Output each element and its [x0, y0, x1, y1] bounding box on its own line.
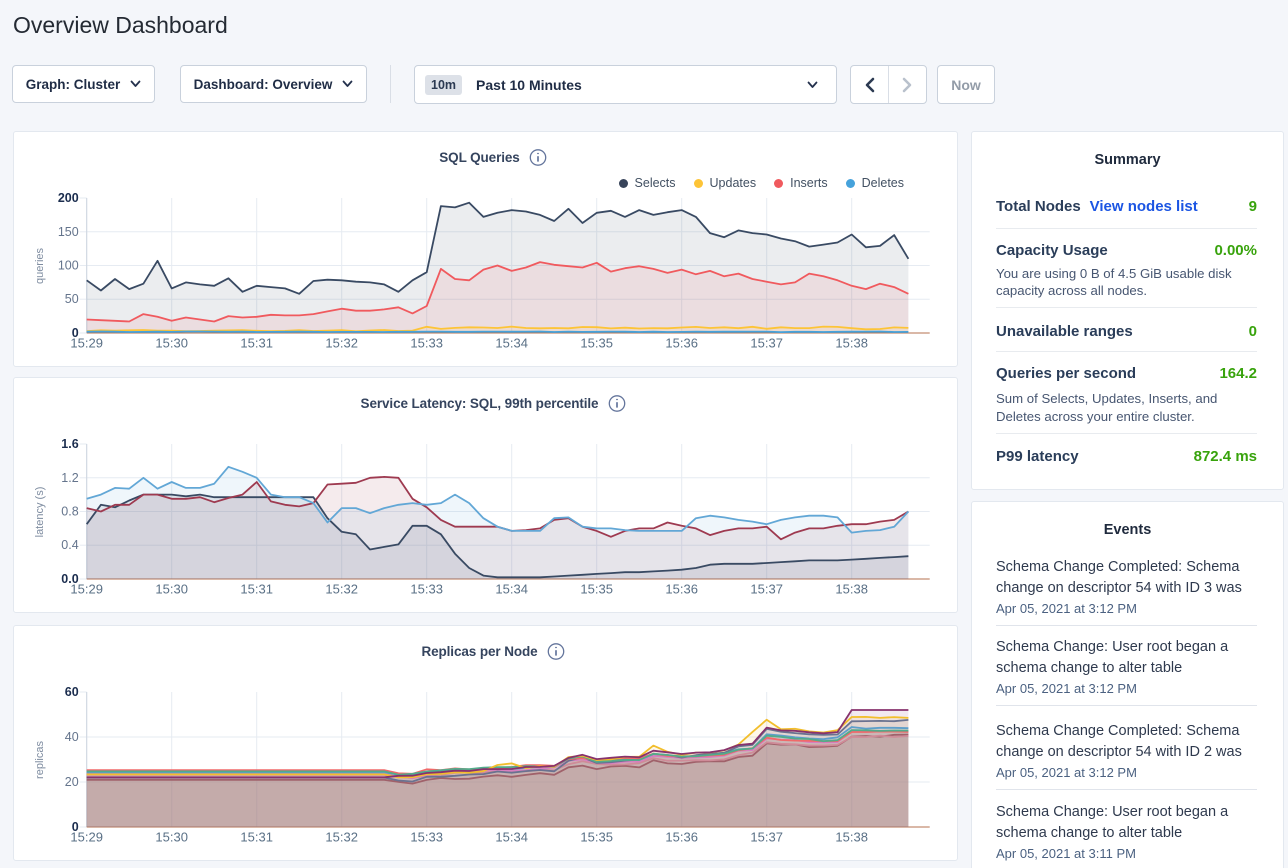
svg-text:15:35: 15:35	[580, 830, 613, 845]
svg-text:15:29: 15:29	[70, 582, 103, 597]
svg-text:0: 0	[72, 326, 79, 340]
svg-text:15:29: 15:29	[70, 830, 103, 845]
svg-text:replicas: replicas	[34, 741, 46, 779]
svg-text:15:36: 15:36	[665, 582, 698, 597]
svg-text:1.6: 1.6	[61, 437, 78, 451]
svg-text:15:35: 15:35	[580, 582, 613, 597]
svg-text:15:38: 15:38	[835, 582, 868, 597]
svg-text:0.8: 0.8	[61, 505, 78, 519]
svg-text:15:36: 15:36	[665, 830, 698, 845]
svg-text:15:30: 15:30	[155, 582, 188, 597]
svg-text:15:34: 15:34	[495, 582, 528, 597]
svg-text:1.2: 1.2	[61, 471, 78, 485]
svg-text:100: 100	[58, 259, 79, 273]
svg-text:15:36: 15:36	[665, 336, 698, 351]
svg-text:15:34: 15:34	[495, 830, 528, 845]
svg-text:15:30: 15:30	[155, 830, 188, 845]
svg-text:15:38: 15:38	[835, 830, 868, 845]
svg-text:15:30: 15:30	[155, 336, 188, 351]
svg-text:15:38: 15:38	[835, 336, 868, 351]
svg-text:200: 200	[58, 191, 79, 205]
svg-text:0.0: 0.0	[61, 572, 78, 586]
svg-text:15:34: 15:34	[495, 336, 528, 351]
svg-text:15:33: 15:33	[410, 336, 443, 351]
svg-text:15:29: 15:29	[70, 336, 103, 351]
svg-text:20: 20	[65, 775, 79, 789]
svg-text:15:32: 15:32	[325, 582, 358, 597]
svg-text:15:37: 15:37	[750, 582, 783, 597]
svg-text:15:35: 15:35	[580, 336, 613, 351]
svg-text:latency (s): latency (s)	[34, 487, 46, 538]
svg-text:15:33: 15:33	[410, 582, 443, 597]
svg-text:15:31: 15:31	[240, 336, 273, 351]
svg-text:0.4: 0.4	[61, 538, 78, 552]
svg-text:150: 150	[58, 225, 79, 239]
svg-text:15:33: 15:33	[410, 830, 443, 845]
svg-text:50: 50	[65, 292, 79, 306]
svg-text:15:31: 15:31	[240, 582, 273, 597]
svg-text:60: 60	[65, 685, 79, 699]
svg-text:15:37: 15:37	[750, 336, 783, 351]
svg-text:40: 40	[65, 730, 79, 744]
svg-text:0: 0	[72, 820, 79, 834]
svg-text:queries: queries	[34, 247, 46, 284]
svg-text:15:32: 15:32	[325, 336, 358, 351]
svg-text:15:37: 15:37	[750, 830, 783, 845]
svg-text:15:31: 15:31	[240, 830, 273, 845]
svg-text:15:32: 15:32	[325, 830, 358, 845]
